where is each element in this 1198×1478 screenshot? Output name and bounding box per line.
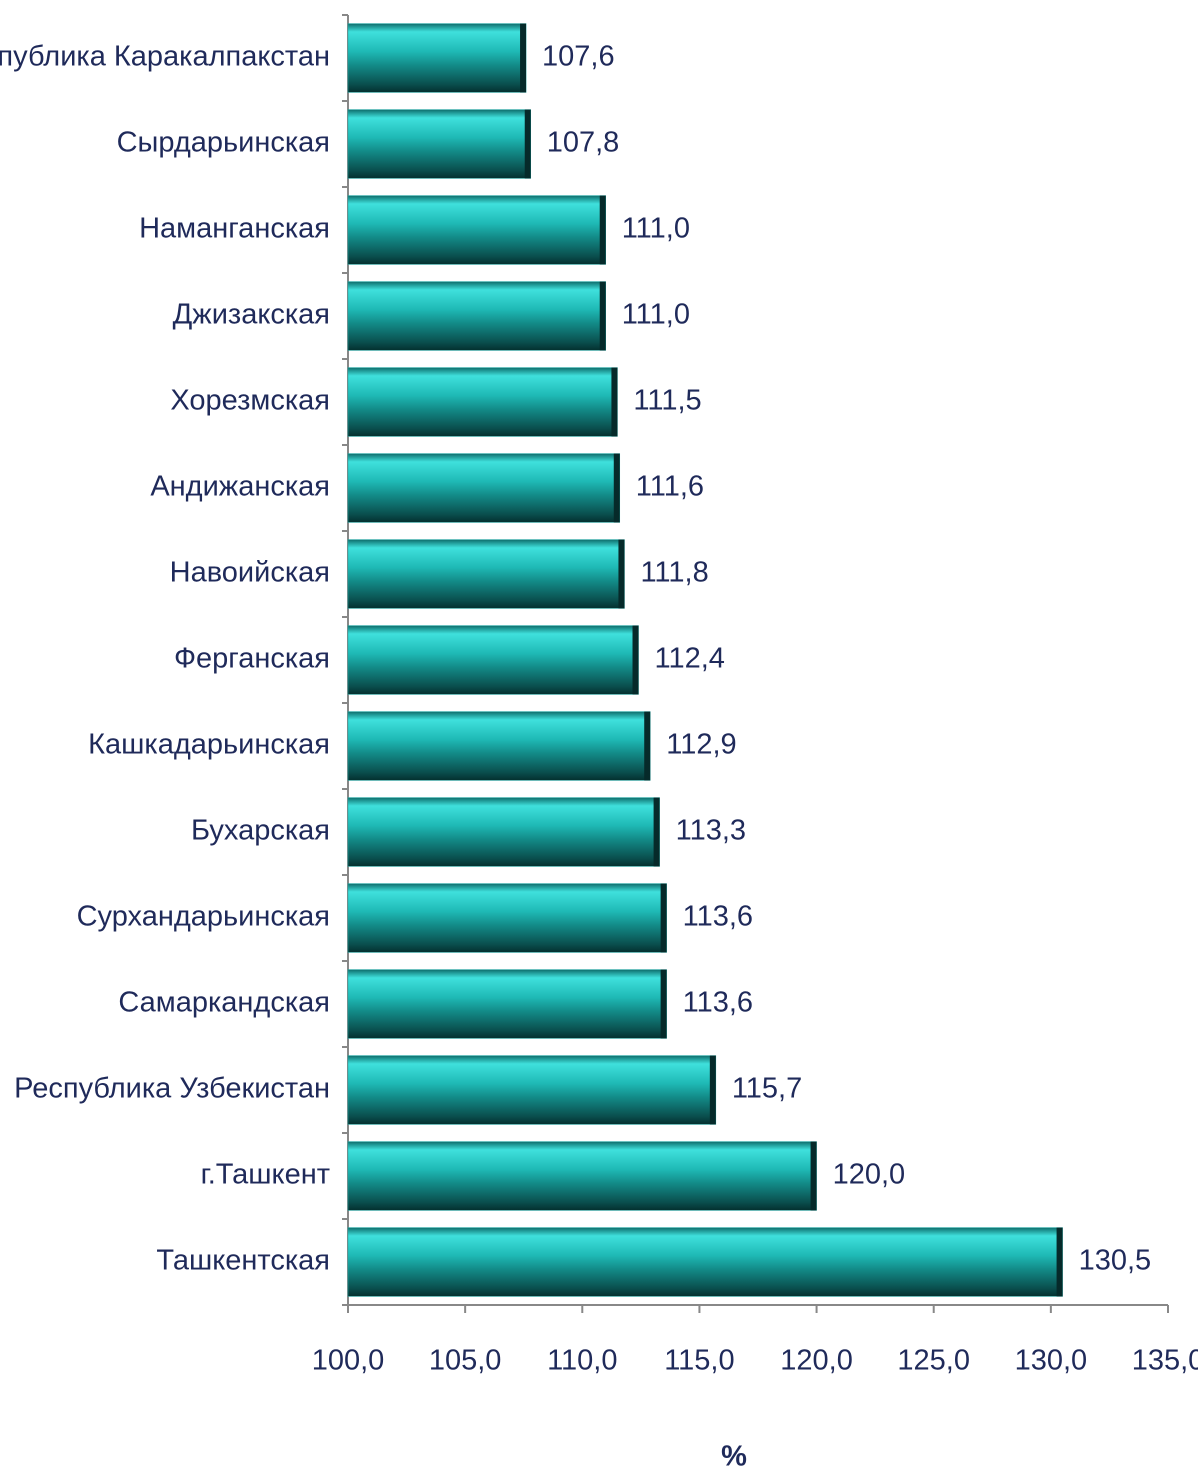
bar-edge [660, 883, 667, 953]
value-label: 112,4 [655, 643, 725, 675]
bar-edge [660, 969, 667, 1039]
value-label: 130,5 [1079, 1245, 1152, 1277]
bar [347, 625, 639, 695]
y-tick-label: Республика Каракалпакстан [0, 41, 330, 73]
bar [347, 23, 527, 93]
value-label: 115,7 [732, 1073, 802, 1105]
y-tick-label: Самаркандская [118, 987, 330, 1019]
bar-edge [632, 625, 639, 695]
x-tick-label: 100,0 [312, 1345, 385, 1377]
value-label: 113,6 [683, 901, 753, 933]
y-tick-label: Джизакская [173, 299, 330, 331]
value-label: 113,6 [683, 987, 753, 1019]
x-tick-label: 135,0 [1132, 1345, 1198, 1377]
value-label: 120,0 [833, 1159, 906, 1191]
x-tick-label: 110,0 [547, 1345, 617, 1377]
y-tick-label: Сырдарьинская [117, 127, 330, 159]
bar [347, 109, 531, 179]
x-axis-label: % [721, 1441, 747, 1473]
value-label: 111,5 [633, 385, 701, 417]
bar [347, 195, 606, 265]
bar-edge [644, 711, 651, 781]
x-tick-label: 105,0 [429, 1345, 502, 1377]
y-tick-label: Республика Узбекистан [14, 1073, 330, 1105]
y-tick-label: Ташкентская [156, 1245, 330, 1277]
y-tick-label: г.Ташкент [201, 1159, 330, 1191]
y-tick-label: Ферганская [174, 643, 330, 675]
bar-edge [520, 23, 527, 93]
y-tick-label: Хорезмская [170, 385, 330, 417]
x-tick-label: 130,0 [1015, 1345, 1088, 1377]
value-label: 111,0 [622, 299, 690, 331]
bar-edge [810, 1141, 817, 1211]
bar [347, 367, 618, 437]
value-label: 111,8 [640, 557, 708, 589]
bar-edge [709, 1055, 716, 1125]
bar [347, 1227, 1063, 1297]
bar [347, 453, 621, 523]
bar-edge [618, 539, 625, 609]
x-tick-label: 125,0 [897, 1345, 970, 1377]
value-label: 107,8 [547, 127, 620, 159]
bar-edge [524, 109, 531, 179]
bar [347, 797, 660, 867]
value-label: 113,3 [676, 815, 746, 847]
bar [347, 281, 606, 351]
bar [347, 1141, 817, 1211]
bar [347, 711, 651, 781]
value-label: 107,6 [542, 41, 615, 73]
value-label: 112,9 [666, 729, 736, 761]
bar [347, 883, 667, 953]
bar-edge [599, 281, 606, 351]
y-tick-label: Наманганская [139, 213, 330, 245]
bar [347, 539, 625, 609]
y-tick-label: Навоийская [170, 557, 330, 589]
x-tick-label: 120,0 [780, 1345, 853, 1377]
bar-edge [653, 797, 660, 867]
y-tick-label: Бухарская [191, 815, 330, 847]
value-label: 111,6 [636, 471, 704, 503]
bar-edge [613, 453, 620, 523]
y-tick-label: Андижанская [150, 471, 330, 503]
y-tick-label: Кашкадарьинская [88, 729, 330, 761]
bar-edge [611, 367, 618, 437]
x-tick-label: 115,0 [664, 1345, 734, 1377]
bar-edge [1056, 1227, 1063, 1297]
bar [347, 969, 667, 1039]
y-tick-label: Сурхандарьинская [77, 901, 330, 933]
bar-edge [599, 195, 606, 265]
value-label: 111,0 [622, 213, 690, 245]
bar [347, 1055, 717, 1125]
